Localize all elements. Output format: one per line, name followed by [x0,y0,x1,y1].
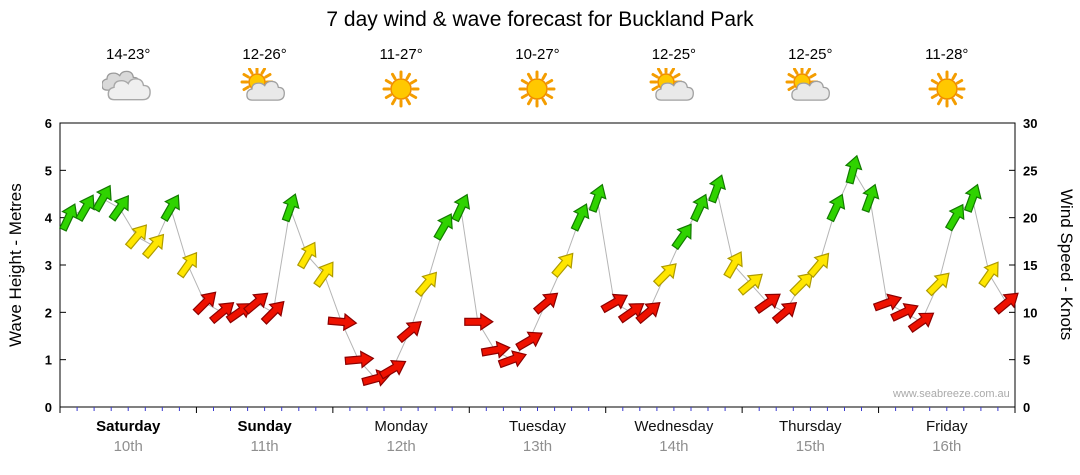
right-axis-label: Wind Speed - Knots [1057,189,1076,341]
day-name: Sunday [237,418,292,435]
partly-cloudy-icon [606,65,742,110]
day-temp-range: 10-27° [515,46,560,63]
day-axis-sunday: Sunday 11th [196,418,332,455]
right-tick-label: 15 [1023,258,1037,273]
right-tick-label: 25 [1023,163,1037,178]
day-name: Friday [925,418,968,435]
left-tick-label: 4 [45,211,53,226]
sunny-icon [879,68,1015,110]
day-date: 16th [932,438,962,455]
day-date: 12th [386,438,416,455]
left-tick-label: 6 [45,116,52,131]
day-summary-friday: 11-28° [879,46,1015,110]
day-name: Thursday [779,418,842,435]
day-summary-thursday: 12-25° [742,46,878,110]
sunny-icon [333,68,469,110]
right-tick-label: 10 [1023,305,1037,320]
day-name: Saturday [96,418,161,435]
day-summary-tuesday: 10-27° [469,46,605,110]
left-tick-label: 0 [45,400,52,415]
day-temp-range: 12-25° [651,46,697,63]
day-summary-monday: 11-27° [333,46,469,110]
day-temp-range: 12-25° [788,46,833,63]
day-name: Tuesday [509,418,566,435]
day-summary-sunday: 12-26° [196,46,332,110]
day-axis-saturday: Saturday 10th [60,418,196,455]
left-tick-label: 1 [45,353,52,368]
day-axis-monday: Monday 12th [333,418,469,455]
left-tick-label: 5 [45,163,52,178]
day-date: 13th [522,438,553,455]
plot-frame [59,122,1016,408]
page-title: 7 day wind & wave forecast for Buckland … [326,8,754,31]
chart-axes: 0 1 2 3 4 5 6 0 5 10 15 20 25 30 [45,116,1038,415]
day-summary-saturday: 14-23° [60,46,196,110]
day-summary-wednesday: 12-25° [606,46,742,110]
left-tick-label: 2 [45,305,52,320]
watermark: www.seabreeze.com.au [893,388,1010,400]
day-temp-range: 11-27° [379,46,423,63]
day-axis-friday: Friday 16th [879,418,1015,455]
day-date: 10th [113,438,143,455]
sunny-icon [469,68,605,110]
right-tick-label: 0 [1023,400,1030,415]
day-temp-range: 14-23° [106,46,151,63]
day-date: 14th [659,438,689,455]
right-tick-label: 5 [1023,353,1030,368]
left-tick-label: 3 [45,258,52,273]
day-temp-range: 12-26° [242,46,287,63]
right-tick-label: 30 [1023,116,1037,131]
day-axis-tuesday: Tuesday 13th [469,418,605,455]
day-axis-thursday: Thursday 15th [742,418,878,455]
wind-arrows [59,154,1019,387]
cloudy-icon [60,68,196,110]
day-date: 15th [795,438,825,455]
day-temp-range: 11-28° [925,46,969,63]
day-name: Monday [374,418,428,435]
day-axis-wednesday: Wednesday 14th [606,418,742,455]
partly-cloudy-icon [196,65,332,110]
partly-cloudy-icon [742,65,878,110]
day-name: Wednesday [634,418,714,435]
day-date: 11th [250,438,279,455]
right-tick-label: 20 [1023,211,1037,226]
